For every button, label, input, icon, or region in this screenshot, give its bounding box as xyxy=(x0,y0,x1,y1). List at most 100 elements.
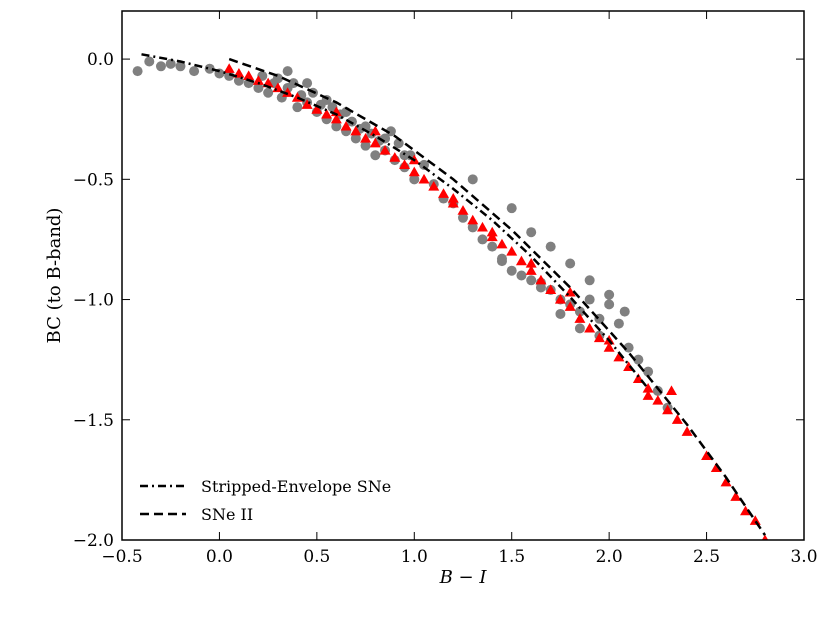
legend-label-stripped-envelope: Stripped-Envelope SNe xyxy=(201,477,391,496)
data-point-grey xyxy=(574,306,585,317)
data-point-grey xyxy=(419,159,430,170)
data-point-red xyxy=(642,390,654,400)
data-point-red xyxy=(506,245,518,256)
data-point-red xyxy=(584,322,596,333)
data-point-grey xyxy=(604,289,615,300)
data-point-red xyxy=(564,301,576,311)
data-point-grey xyxy=(467,222,478,233)
data-point-grey xyxy=(204,63,215,74)
x-tick-label: 0.0 xyxy=(206,547,233,567)
data-point-red xyxy=(642,383,654,393)
x-tick-label: −0.5 xyxy=(101,547,142,567)
data-point-grey xyxy=(555,308,566,319)
data-point-grey xyxy=(346,116,357,127)
line-sne-ii xyxy=(228,57,767,536)
data-point-red xyxy=(418,173,430,184)
data-point-red xyxy=(761,534,769,540)
data-point-grey xyxy=(496,253,507,264)
data-point-grey xyxy=(370,150,381,161)
data-point-red xyxy=(340,120,352,131)
data-point-red xyxy=(496,238,508,249)
data-point-grey xyxy=(288,78,299,89)
data-point-red xyxy=(486,226,498,237)
data-point-grey xyxy=(409,174,420,185)
data-point-grey xyxy=(467,174,478,185)
y-tick-label: 0.0 xyxy=(87,50,114,70)
data-point-grey xyxy=(545,241,556,252)
data-point-red xyxy=(671,414,683,424)
data-point-red xyxy=(447,193,459,203)
data-point-grey xyxy=(132,66,143,77)
data-point-grey xyxy=(643,366,654,377)
data-point-grey xyxy=(399,150,410,161)
y-tick-label: −0.5 xyxy=(73,170,114,190)
data-point-red xyxy=(681,426,693,436)
data-point-grey xyxy=(393,138,404,149)
data-point-red xyxy=(525,265,537,275)
data-point-grey xyxy=(526,275,537,286)
data-point-grey xyxy=(584,275,595,286)
y-tick-label: −1.0 xyxy=(73,291,114,311)
data-point-red xyxy=(282,87,294,97)
data-point-grey xyxy=(619,306,630,317)
data-point-red xyxy=(665,385,677,396)
data-point-grey xyxy=(574,323,585,334)
data-point-red xyxy=(252,75,264,85)
data-point-grey xyxy=(331,121,342,132)
data-point-grey xyxy=(224,70,235,81)
data-point-red xyxy=(369,137,381,148)
data-point-red xyxy=(545,284,557,295)
data-point-red xyxy=(389,152,401,162)
data-point-grey xyxy=(144,56,155,67)
data-point-red xyxy=(652,395,664,405)
x-axis-title: B − I xyxy=(439,567,488,588)
x-tick-label: 2.5 xyxy=(693,547,720,567)
data-point-red xyxy=(311,104,323,114)
data-point-red xyxy=(603,342,615,352)
line-stripped-envelope xyxy=(141,53,650,390)
data-point-grey xyxy=(613,318,624,329)
data-point-grey xyxy=(604,299,615,310)
data-point-red xyxy=(428,181,440,191)
y-axis-title: BC (to B-band) xyxy=(44,208,65,344)
data-point-red xyxy=(379,144,391,155)
data-point-grey xyxy=(253,82,264,93)
data-point-grey xyxy=(165,58,176,69)
data-point-grey xyxy=(282,66,293,77)
data-point-grey xyxy=(633,354,644,365)
data-point-red xyxy=(457,205,469,215)
x-tick-label: 1.5 xyxy=(498,547,525,567)
data-point-grey xyxy=(189,66,200,77)
data-point-grey xyxy=(565,258,576,269)
data-point-red xyxy=(369,125,381,136)
data-point-red xyxy=(476,221,488,232)
data-point-red xyxy=(438,188,450,198)
data-point-grey xyxy=(292,102,303,113)
data-point-grey xyxy=(175,61,186,72)
data-point-red xyxy=(330,113,342,124)
data-point-grey xyxy=(360,140,371,151)
data-point-red xyxy=(360,132,372,143)
data-point-red xyxy=(574,313,586,323)
x-tick-label: 2.0 xyxy=(596,547,623,567)
scatter-series-sne-ii xyxy=(223,63,769,540)
data-point-red xyxy=(301,99,313,109)
data-point-red xyxy=(593,332,605,343)
scatter-series-stripped-envelope xyxy=(132,56,673,413)
data-point-red xyxy=(535,274,547,285)
legend: Stripped-Envelope SNe SNe II xyxy=(140,477,391,524)
data-point-red xyxy=(223,63,235,73)
fit-lines xyxy=(141,53,767,536)
data-point-grey xyxy=(487,241,498,252)
data-point-red xyxy=(525,257,537,268)
data-point-grey xyxy=(526,227,537,238)
data-point-red xyxy=(515,255,527,266)
plot-frame xyxy=(121,10,805,541)
data-point-red xyxy=(321,108,333,119)
data-point-red xyxy=(662,404,674,415)
data-point-grey xyxy=(263,87,274,98)
data-point-grey xyxy=(477,234,488,245)
data-point-red xyxy=(408,166,420,177)
data-point-red xyxy=(467,214,479,225)
